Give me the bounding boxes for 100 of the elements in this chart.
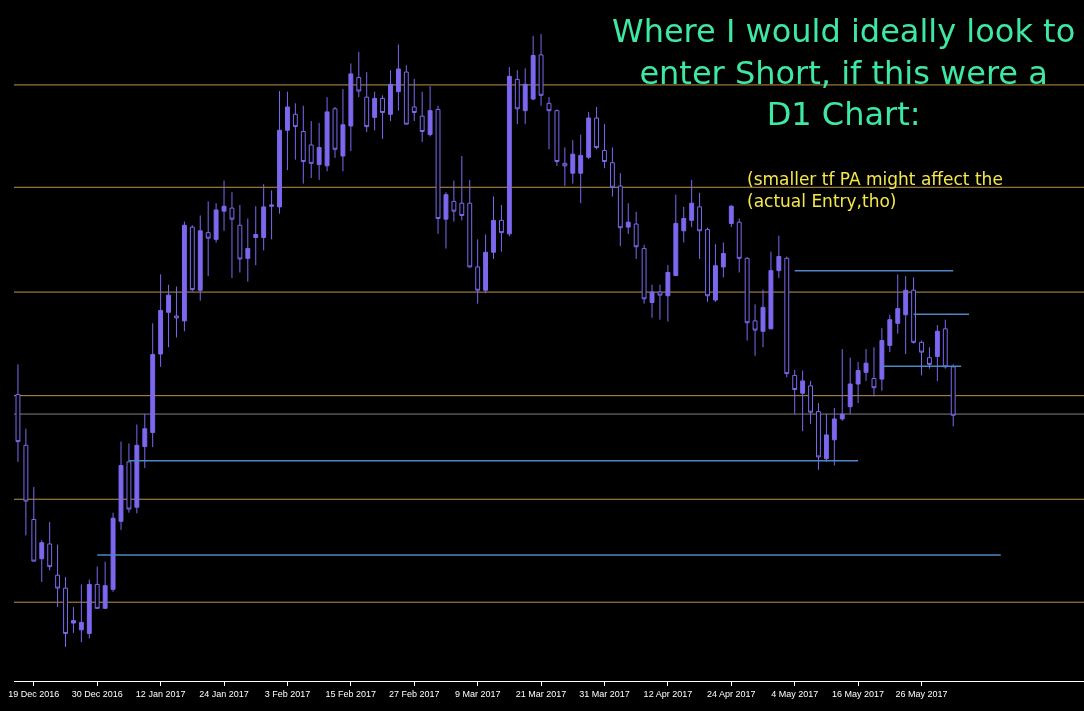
annotation: (smaller tf PA might affect the (actual Entry,tho) [747,169,1003,212]
candlestick [514,69,520,125]
candlestick [269,189,275,240]
candlestick [197,214,203,302]
x-tick-label: 26 May 2017 [895,688,948,699]
candlestick [705,227,710,303]
candlestick [586,111,592,160]
candlestick [356,51,362,98]
candlestick [158,273,164,368]
x-tick-label: 15 Feb 2017 [325,688,377,699]
x-tick-label: 12 Apr 2017 [643,688,693,699]
x-tick-label: 12 Jan 2017 [135,688,186,699]
candlestick [816,402,821,471]
candlestick [427,85,433,137]
candlestick [641,244,647,305]
candlestick [855,361,861,404]
candlestick [919,340,924,376]
candlestick [657,284,663,321]
candlestick [395,43,401,112]
candlestick [530,35,536,101]
candlestick [491,195,496,260]
candlestick [594,106,599,150]
x-tick-label: 19 Dec 2016 [8,688,60,699]
annotation: Where I would ideally look to enter Short, if this were a D1 Chart: [612,12,1076,134]
x-tick-label: 27 Feb 2017 [388,688,440,699]
candlestick [459,155,465,221]
candlestick [126,442,132,514]
candlestick [760,289,766,348]
candlestick [340,88,346,172]
candlestick [181,221,187,332]
candlestick [808,380,813,425]
candlestick [292,102,298,161]
candlestick [863,348,869,382]
candlestick [847,357,853,415]
candlestick [451,180,457,223]
candlestick [752,303,758,357]
candlestick [332,106,338,159]
candlestick [911,276,917,345]
candlestick [403,64,409,126]
candlestick [927,346,932,370]
x-tick-label: 21 Mar 2017 [515,688,567,699]
candlestick [15,363,21,463]
candlestick [348,62,354,152]
candlestick [213,202,219,243]
candlestick [570,139,576,185]
candlestick [871,346,877,397]
candlestick [697,192,703,260]
candlestick [166,284,171,348]
candlestick [229,191,235,279]
candlestick [744,256,750,341]
x-tick-label: 4 May 2017 [771,688,819,699]
candlestick [554,108,560,167]
candlestick [522,67,528,125]
candlestick [728,204,734,228]
candlestick [245,218,251,283]
candlestick [388,69,393,122]
candlestick [839,348,845,422]
candlestick [308,120,314,179]
candlestick [934,324,940,382]
candlestick [689,179,695,228]
x-tick-label: 9 Mar 2017 [454,688,501,699]
candlestick [609,146,615,197]
candlestick [300,105,306,185]
x-tick-label: 31 Mar 2017 [579,688,630,699]
candlestick [483,233,489,294]
x-tick-label: 3 Feb 2017 [264,688,311,699]
candlestick [942,319,948,370]
candlestick [784,256,790,378]
candlestick [681,206,687,243]
candlestick [768,251,774,330]
candlestick [673,194,679,277]
candlestick [475,238,481,305]
candlestick [261,183,267,251]
candlestick [467,179,473,269]
candlestick [713,243,718,303]
candlestick [23,428,29,536]
candlestick [665,264,671,322]
x-tick-label: 30 Dec 2016 [71,688,123,699]
candlestick [435,105,441,235]
candlestick [78,583,84,643]
candlestick [63,576,68,648]
candlestick [174,286,179,338]
candlestick [31,486,37,563]
candlestick [736,218,742,273]
candlestick [419,91,425,143]
candlestick [277,90,282,215]
candlestick [47,521,53,571]
candlestick [625,202,631,235]
candlestick [633,211,639,260]
candlestick [602,123,607,169]
candlestick [950,363,956,427]
candlestick [617,172,623,247]
candlestick [443,191,449,250]
candlestick [102,561,108,610]
candlestick [649,284,655,319]
candlestick [538,33,544,107]
candlestick [55,544,61,608]
candlestick [776,235,782,279]
candlestick [324,96,330,172]
candlestick [546,96,552,150]
